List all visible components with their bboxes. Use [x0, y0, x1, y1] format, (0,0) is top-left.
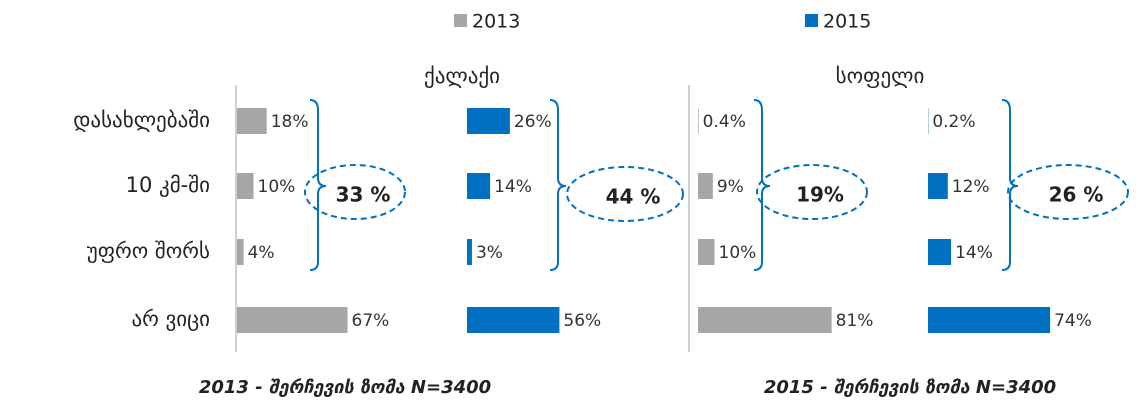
- value-label: 12%: [952, 177, 990, 197]
- annotation: 19%: [796, 183, 844, 207]
- annotation: 26 %: [1049, 183, 1104, 207]
- category-label: არ ვიცი: [131, 307, 210, 331]
- footnote: 2013 - შერჩევის ზომა N=3400: [199, 377, 491, 398]
- value-label: 0.4%: [703, 112, 746, 132]
- value-label: 56%: [563, 311, 601, 331]
- value-label: 26%: [514, 112, 552, 132]
- bar: [928, 307, 1051, 333]
- footnote: 2015 - შერჩევის ზომა N=3400: [764, 377, 1056, 398]
- annotation: 33 %: [336, 183, 391, 207]
- bar: [237, 108, 267, 134]
- group-title: ქალაქი: [424, 64, 500, 88]
- bar: [698, 173, 713, 199]
- legend-label: 2015: [823, 11, 871, 33]
- bar: [467, 239, 472, 265]
- bar: [237, 307, 348, 333]
- bar: [928, 239, 952, 265]
- annotation-ellipse: [756, 164, 868, 220]
- value-label: 10%: [719, 243, 757, 263]
- brace: [753, 99, 771, 271]
- bar: [467, 108, 510, 134]
- category-label: უფრო შორს: [87, 239, 210, 263]
- brace: [309, 99, 327, 271]
- bar: [928, 173, 948, 199]
- bar: [237, 239, 244, 265]
- bar: [467, 173, 491, 199]
- annotation-ellipse: [304, 164, 406, 220]
- group-title: სოფელი: [836, 64, 925, 88]
- value-label: 10%: [258, 177, 296, 197]
- annotation-ellipse: [1007, 164, 1129, 220]
- category-label: დასახლებაში: [73, 108, 210, 132]
- value-label: 14%: [494, 177, 532, 197]
- value-label: 0.2%: [932, 112, 975, 132]
- legend-label: 2013: [472, 11, 520, 33]
- value-label: 81%: [836, 311, 874, 331]
- bar: [237, 173, 254, 199]
- category-label: 10 კმ-ში: [126, 173, 210, 197]
- brace: [549, 99, 567, 271]
- bar: [698, 307, 832, 333]
- legend-swatch: [454, 14, 467, 27]
- value-label: 67%: [352, 311, 390, 331]
- value-label: 18%: [271, 112, 309, 132]
- annotation: 44 %: [606, 185, 661, 209]
- legend-swatch: [805, 14, 818, 27]
- value-label: 3%: [476, 243, 503, 263]
- bar: [467, 307, 560, 333]
- value-label: 74%: [1054, 311, 1092, 331]
- annotation-ellipse: [566, 166, 684, 222]
- bar: [698, 239, 715, 265]
- value-label: 14%: [955, 243, 993, 263]
- brace: [1001, 99, 1019, 271]
- value-label: 9%: [717, 177, 744, 197]
- value-label: 4%: [248, 243, 275, 263]
- bar: [698, 108, 699, 134]
